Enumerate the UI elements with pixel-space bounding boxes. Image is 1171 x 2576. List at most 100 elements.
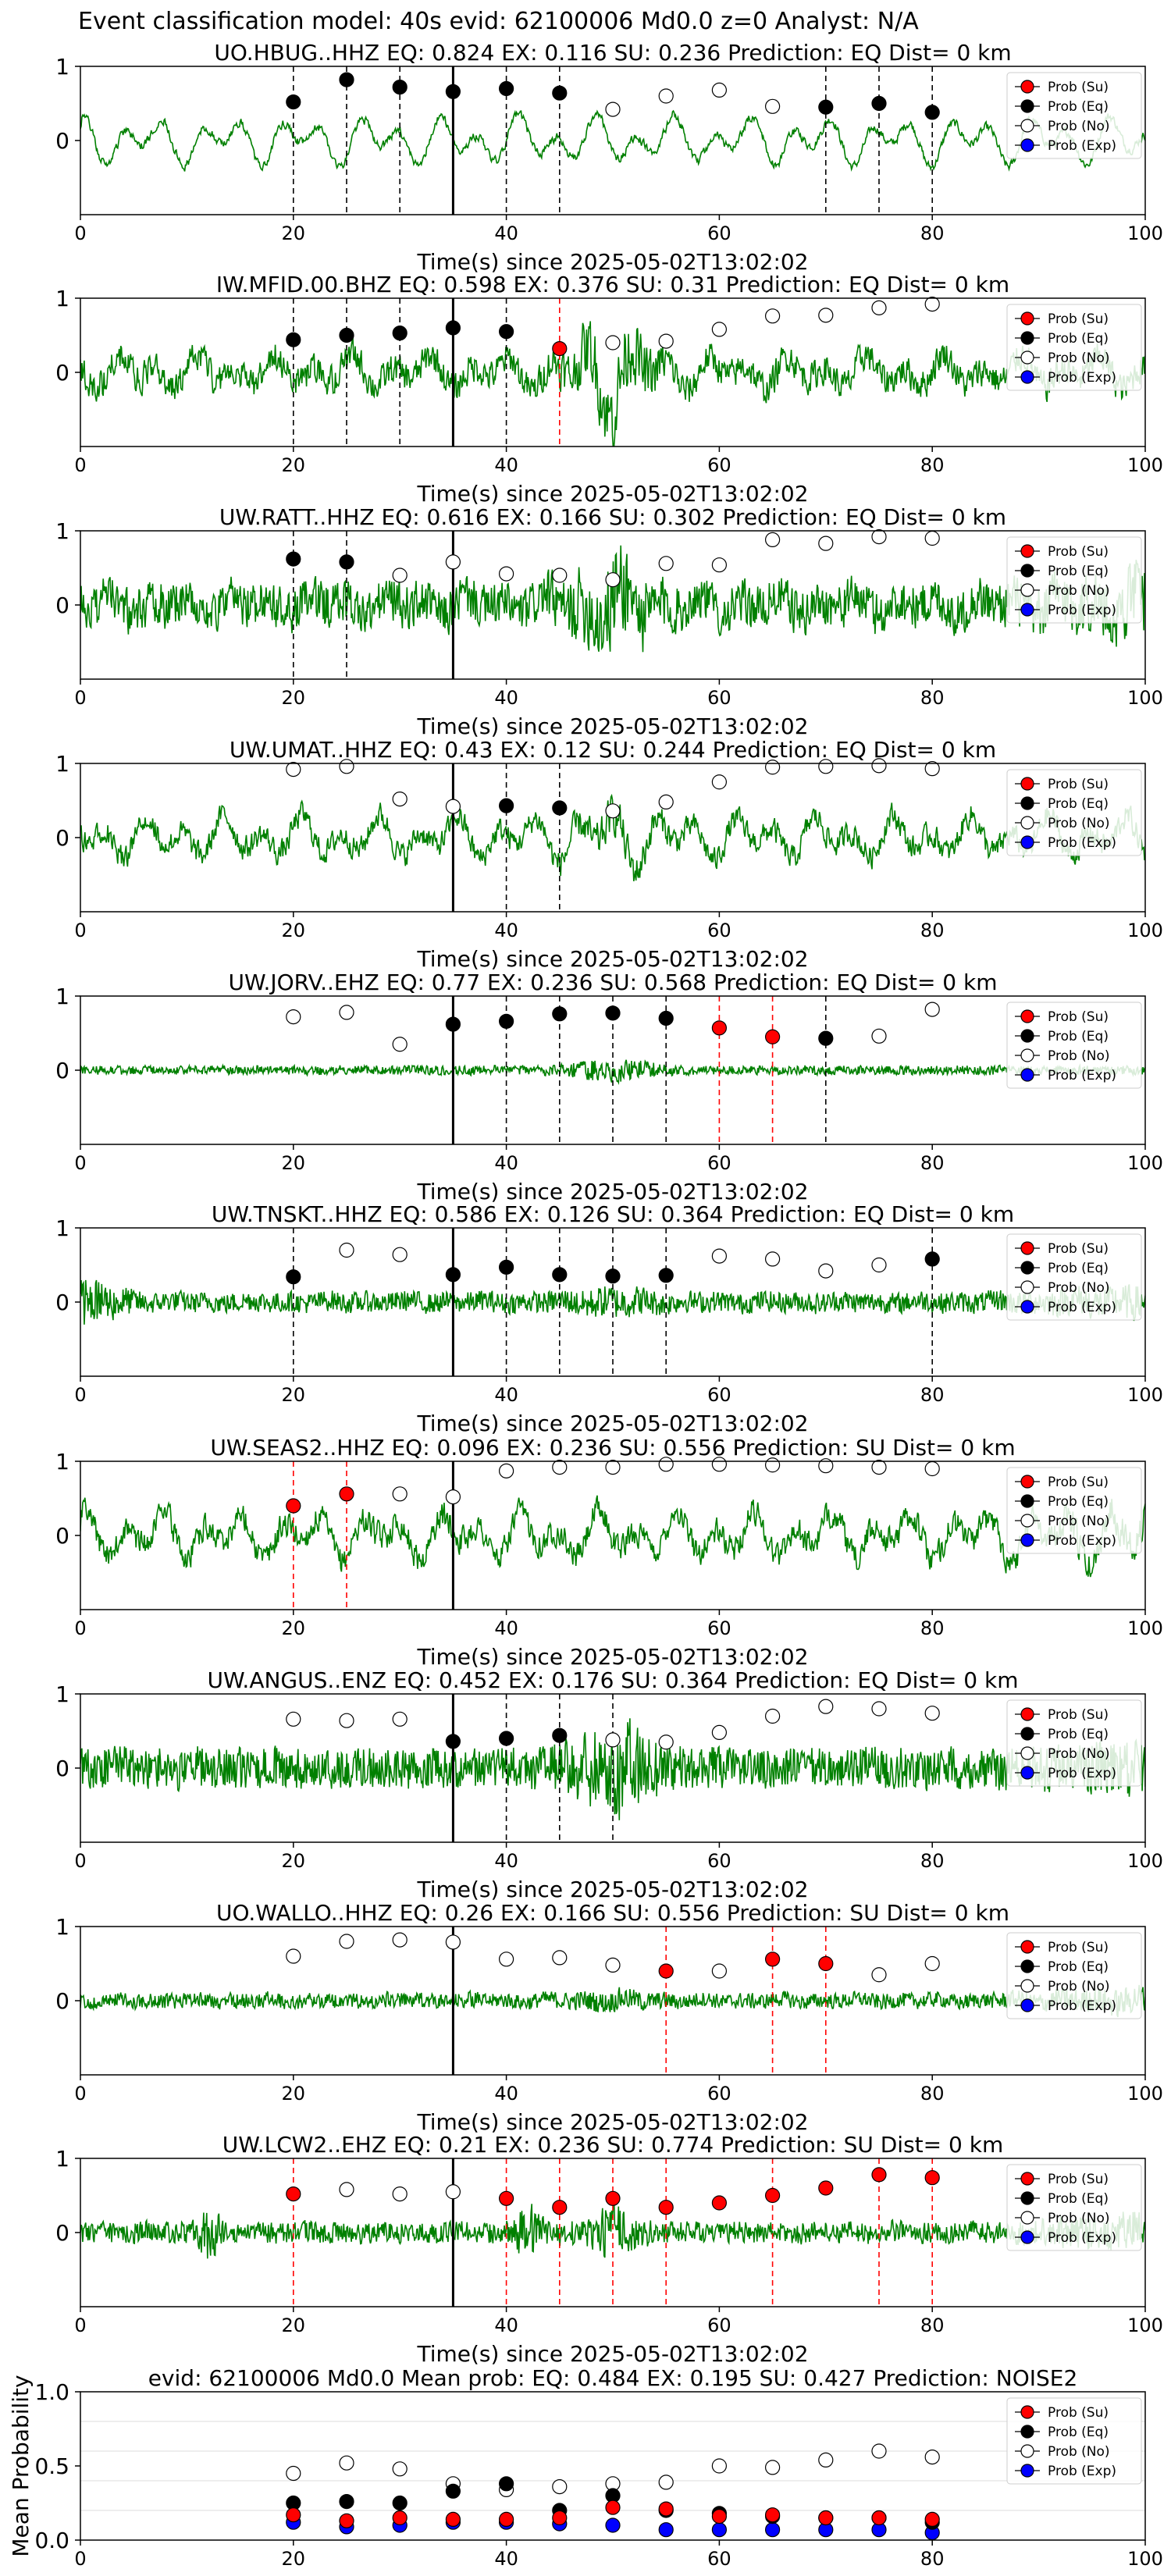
prob-no-point xyxy=(711,82,728,98)
prob-eq-point xyxy=(392,326,408,341)
prob-su-point xyxy=(871,2167,887,2183)
prob-no-point xyxy=(445,2184,461,2200)
legend: Prob (Su) Prob (Eq) Prob (No) Prob (Exp) xyxy=(1006,304,1142,391)
panel-3: UW.RATT..HHZ EQ: 0.616 EX: 0.166 SU: 0.3… xyxy=(55,504,1163,739)
panel-title: evid: 62100006 Md0.0 Mean prob: EQ: 0.48… xyxy=(148,2365,1078,2391)
prob-su-point xyxy=(498,2511,514,2527)
y-tick-label: 1 xyxy=(55,54,69,80)
panel-11: evid: 62100006 Md0.0 Mean prob: EQ: 0.48… xyxy=(8,2365,1163,2570)
legend-label: Prob (No) xyxy=(1048,583,1110,599)
prob-no-point xyxy=(818,2452,834,2467)
legend-box xyxy=(1006,304,1142,391)
legend-label: Prob (Exp) xyxy=(1048,603,1116,618)
prob-su-point xyxy=(818,1955,834,1972)
prob-no-point xyxy=(818,1458,834,1474)
y-axis-label: Mean Probability xyxy=(8,2375,34,2556)
panel-title: UW.TNSKT..HHZ EQ: 0.586 EX: 0.126 SU: 0.… xyxy=(212,1201,1014,1227)
prob-su-point xyxy=(339,2513,354,2528)
figure-title: Event classification model: 40s evid: 62… xyxy=(78,8,919,35)
x-tick-label: 0 xyxy=(74,1384,86,1406)
legend-marker xyxy=(1020,1029,1034,1043)
prob-no-point xyxy=(658,2475,674,2490)
x-tick-label: 0 xyxy=(74,2314,86,2336)
prob-eq-point xyxy=(392,2495,408,2511)
prob-exp-point xyxy=(764,2522,781,2538)
prob-no-point xyxy=(924,1706,940,1721)
legend-marker xyxy=(1020,1475,1034,1489)
legend: Prob (Su) Prob (Eq) Prob (No) Prob (Exp) xyxy=(1006,1002,1142,1089)
prob-su-point xyxy=(764,1029,781,1044)
legend-label: Prob (Exp) xyxy=(1048,2464,1116,2479)
prob-no-point xyxy=(871,758,887,774)
x-tick-label: 40 xyxy=(494,454,518,476)
legend-label: Prob (Su) xyxy=(1048,777,1109,792)
y-tick-label: 0 xyxy=(55,1756,69,1781)
prob-no-point xyxy=(605,1732,621,1748)
prob-su-point xyxy=(339,1486,354,1502)
prob-su-point xyxy=(286,2186,301,2202)
prob-exp-point xyxy=(605,2517,621,2533)
y-tick-label: 0.5 xyxy=(34,2453,69,2479)
x-tick-label: 20 xyxy=(282,222,306,244)
y-tick-label: 0 xyxy=(55,128,69,154)
legend-marker xyxy=(1020,835,1034,849)
panel-7: UW.SEAS2..HHZ EQ: 0.096 EX: 0.236 SU: 0.… xyxy=(55,1435,1163,1670)
prob-no-point xyxy=(818,535,834,551)
legend-marker xyxy=(1020,583,1034,597)
legend-marker xyxy=(1020,564,1034,578)
legend-label: Prob (Exp) xyxy=(1048,1766,1116,1781)
prob-eq-point xyxy=(498,798,514,813)
x-tick-label: 20 xyxy=(282,920,306,941)
axes-frame xyxy=(80,763,1146,913)
prob-eq-point xyxy=(498,1013,514,1029)
x-tick-label: 0 xyxy=(74,1152,86,1174)
y-tick-label: 1 xyxy=(55,984,69,1009)
prob-no-point xyxy=(711,1248,728,1264)
prob-no-point xyxy=(764,760,781,775)
legend-label: Prob (Su) xyxy=(1048,2172,1109,2187)
legend-marker xyxy=(1020,1009,1034,1023)
prob-no-point xyxy=(552,1459,568,1475)
prob-no-point xyxy=(605,1957,621,1973)
legend: Prob (Su) Prob (Eq) Prob (No) Prob (Exp) xyxy=(1006,72,1142,159)
panel-title: UW.LCW2..EHZ EQ: 0.21 EX: 0.236 SU: 0.77… xyxy=(222,2132,1003,2158)
prob-no-point xyxy=(658,1735,674,1750)
prob-no-point xyxy=(498,1952,514,1967)
prob-no-point xyxy=(658,1457,674,1472)
legend-marker xyxy=(1020,1707,1034,1721)
legend-marker xyxy=(1020,311,1034,326)
x-tick-label: 80 xyxy=(920,1152,945,1174)
prob-no-point xyxy=(924,297,940,312)
prob-no-point xyxy=(658,794,674,810)
prob-eq-point xyxy=(498,1731,514,1746)
legend-label: Prob (No) xyxy=(1048,1514,1110,1529)
prob-no-point xyxy=(286,1948,301,1964)
prob-no-point xyxy=(658,88,674,104)
x-tick-label: 60 xyxy=(707,1384,731,1406)
prob-no-point xyxy=(711,774,728,790)
legend-marker xyxy=(1020,1998,1034,2012)
x-tick-label: 60 xyxy=(707,2314,731,2336)
x-tick-label: 80 xyxy=(920,1617,945,1639)
prob-no-point xyxy=(392,1247,408,1262)
prob-eq-point xyxy=(924,105,940,120)
prob-no-point xyxy=(871,300,887,315)
x-tick-label: 60 xyxy=(707,687,731,709)
prob-eq-point xyxy=(445,1016,461,1032)
x-tick-label: 0 xyxy=(74,2083,86,2105)
prob-no-point xyxy=(658,556,674,571)
prob-su-point xyxy=(605,2500,621,2515)
prob-su-point xyxy=(764,1952,781,1967)
prob-eq-point xyxy=(552,1006,568,1022)
x-tick-label: 60 xyxy=(707,454,731,476)
prob-eq-point xyxy=(605,1005,621,1021)
x-tick-label: 0 xyxy=(74,920,86,941)
legend-marker xyxy=(1020,2444,1034,2458)
prob-no-point xyxy=(392,1711,408,1727)
prob-no-point xyxy=(605,572,621,588)
panel-title: UO.HBUG..HHZ EQ: 0.824 EX: 0.116 SU: 0.2… xyxy=(214,40,1011,66)
legend-marker xyxy=(1020,1746,1034,1760)
prob-no-point xyxy=(605,803,621,819)
prob-su-point xyxy=(552,341,568,357)
legend: Prob (Su) Prob (Eq) Prob (No) Prob (Exp) xyxy=(1006,1467,1142,1554)
